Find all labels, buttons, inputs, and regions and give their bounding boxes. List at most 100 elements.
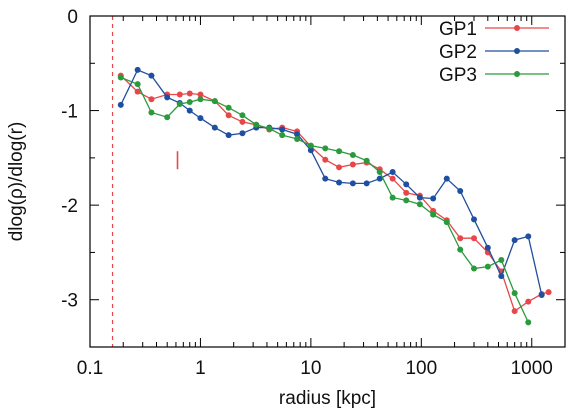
data-point <box>416 194 423 201</box>
data-point <box>186 99 193 106</box>
y-axis-label: dlog(ρ)/dlog(r) <box>6 122 27 242</box>
data-point <box>363 157 370 164</box>
data-point <box>322 156 329 163</box>
data-point <box>498 273 505 280</box>
data-point <box>134 66 141 73</box>
data-point <box>403 189 410 196</box>
x-axis-label: radius [kpc] <box>279 388 376 409</box>
data-point <box>279 132 286 139</box>
data-point <box>197 96 204 103</box>
data-point <box>322 175 329 182</box>
data-point <box>443 219 450 226</box>
data-point <box>225 112 232 119</box>
data-point <box>294 131 301 138</box>
x-tick-label: 1000 <box>511 358 553 379</box>
data-point <box>186 107 193 114</box>
data-point <box>403 197 410 204</box>
legend-label: GP3 <box>439 65 477 86</box>
legend-swatch-point <box>514 25 520 31</box>
y-tick-label: -3 <box>61 291 78 312</box>
series-gp3 <box>117 74 532 326</box>
data-point <box>253 121 260 128</box>
data-point <box>176 91 183 98</box>
data-point <box>525 233 532 240</box>
data-point <box>211 124 218 131</box>
data-point <box>197 115 204 122</box>
data-point <box>545 289 552 296</box>
data-point <box>164 114 171 121</box>
data-point <box>430 195 437 202</box>
data-point <box>538 291 545 298</box>
data-point <box>443 175 450 182</box>
reference-layer <box>111 16 179 347</box>
data-point <box>349 161 356 168</box>
y-tick-label: -2 <box>61 196 78 217</box>
data-point <box>376 175 383 182</box>
data-point <box>239 130 246 137</box>
data-point <box>148 72 155 79</box>
data-point <box>117 74 124 81</box>
data-point <box>389 194 396 201</box>
data-point <box>376 169 383 176</box>
data-point <box>457 187 464 194</box>
data-point <box>225 132 232 139</box>
legend-label: GP1 <box>439 19 477 40</box>
data-point <box>186 90 193 97</box>
data-point <box>134 81 141 88</box>
data-point <box>525 298 532 305</box>
data-point <box>403 181 410 188</box>
data-point <box>307 142 314 149</box>
y-tick-label: -1 <box>61 102 78 123</box>
legend-label: GP2 <box>439 42 477 63</box>
plot-frame <box>89 15 566 348</box>
data-point <box>239 118 246 125</box>
data-point <box>266 125 273 132</box>
x-tick-label: 1 <box>195 358 206 379</box>
data-point <box>349 152 356 159</box>
data-point <box>322 145 329 152</box>
data-point <box>197 91 204 98</box>
series-layer <box>117 66 552 326</box>
x-tick-label: 10 <box>300 358 321 379</box>
legend-swatch-point <box>514 48 520 54</box>
x-tick-label: 0.1 <box>77 358 103 379</box>
data-point <box>336 179 343 186</box>
data-point <box>239 112 246 119</box>
data-point <box>525 319 532 326</box>
data-point <box>211 98 218 105</box>
data-point <box>336 148 343 155</box>
data-point <box>457 246 464 253</box>
data-point <box>225 104 232 111</box>
data-point <box>457 235 464 242</box>
data-point <box>336 164 343 171</box>
data-point <box>164 94 171 101</box>
data-point <box>389 169 396 176</box>
data-point <box>511 290 518 297</box>
data-point <box>148 109 155 116</box>
data-point <box>471 235 478 242</box>
data-point <box>416 201 423 208</box>
data-point <box>349 180 356 187</box>
legend-swatch-point <box>514 71 520 77</box>
data-point <box>389 175 396 182</box>
data-point <box>511 237 518 244</box>
data-point <box>294 135 301 142</box>
data-point <box>176 100 183 107</box>
data-point <box>498 256 505 263</box>
data-point <box>134 88 141 95</box>
data-point <box>430 211 437 218</box>
data-point <box>148 96 155 103</box>
data-point <box>279 126 286 133</box>
data-point <box>484 244 491 251</box>
data-point <box>484 263 491 270</box>
data-point <box>471 216 478 223</box>
data-point <box>363 180 370 187</box>
data-point <box>117 101 124 108</box>
data-point <box>511 308 518 315</box>
x-tick-label: 100 <box>405 358 437 379</box>
data-point <box>307 147 314 154</box>
series-gp2 <box>117 66 545 298</box>
